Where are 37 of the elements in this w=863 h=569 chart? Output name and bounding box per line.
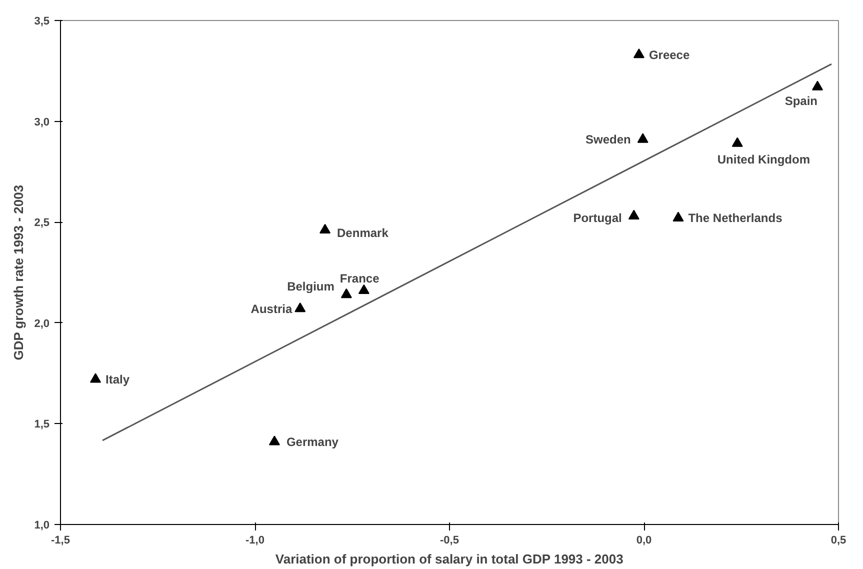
point bbox=[628, 210, 640, 220]
x-tick-label: -1,5 bbox=[51, 534, 70, 546]
point bbox=[320, 224, 331, 234]
annotation: Germany bbox=[286, 434, 339, 449]
x-axis-title: Variation of proportion of salary in total GDP 1993 - 2003 bbox=[275, 552, 624, 566]
y-tick-label: 2,5 bbox=[34, 217, 50, 230]
x-tick-label: -1,0 bbox=[246, 534, 264, 546]
annotation: France bbox=[340, 272, 380, 286]
annotation: Sweden bbox=[585, 132, 631, 146]
y-tick-label: 1,5 bbox=[34, 418, 50, 431]
point bbox=[90, 373, 102, 383]
annotation: United Kingdom bbox=[717, 152, 810, 166]
annotation: Greece bbox=[648, 48, 690, 62]
annotation: Italy bbox=[106, 372, 130, 386]
point bbox=[672, 212, 684, 222]
x-tick-label: 0,0 bbox=[636, 534, 652, 546]
y-tick-label: 3,0 bbox=[34, 116, 50, 128]
point bbox=[294, 302, 306, 312]
point bbox=[637, 133, 648, 143]
point bbox=[812, 80, 823, 90]
annotation: Denmark bbox=[337, 226, 389, 240]
annotation: Spain bbox=[784, 94, 818, 108]
x-tick-label: -0,5 bbox=[440, 534, 459, 546]
y-axis-title: GDP growth rate 1993 - 2003 bbox=[11, 184, 26, 360]
y-tick-label: 1,0 bbox=[34, 520, 50, 532]
point bbox=[358, 284, 370, 294]
y-tick-label: 2,0 bbox=[34, 318, 50, 330]
annotation: Belgium bbox=[287, 280, 334, 294]
x-tick-label: 0,5 bbox=[830, 534, 846, 546]
point bbox=[732, 137, 743, 147]
point bbox=[633, 48, 644, 58]
y-tick-label: 3,5 bbox=[34, 16, 50, 28]
annotation: Portugal bbox=[573, 211, 622, 226]
point bbox=[340, 288, 352, 298]
annotation: The Netherlands bbox=[688, 211, 783, 226]
point bbox=[268, 436, 280, 446]
annotation: Austria bbox=[250, 302, 292, 316]
